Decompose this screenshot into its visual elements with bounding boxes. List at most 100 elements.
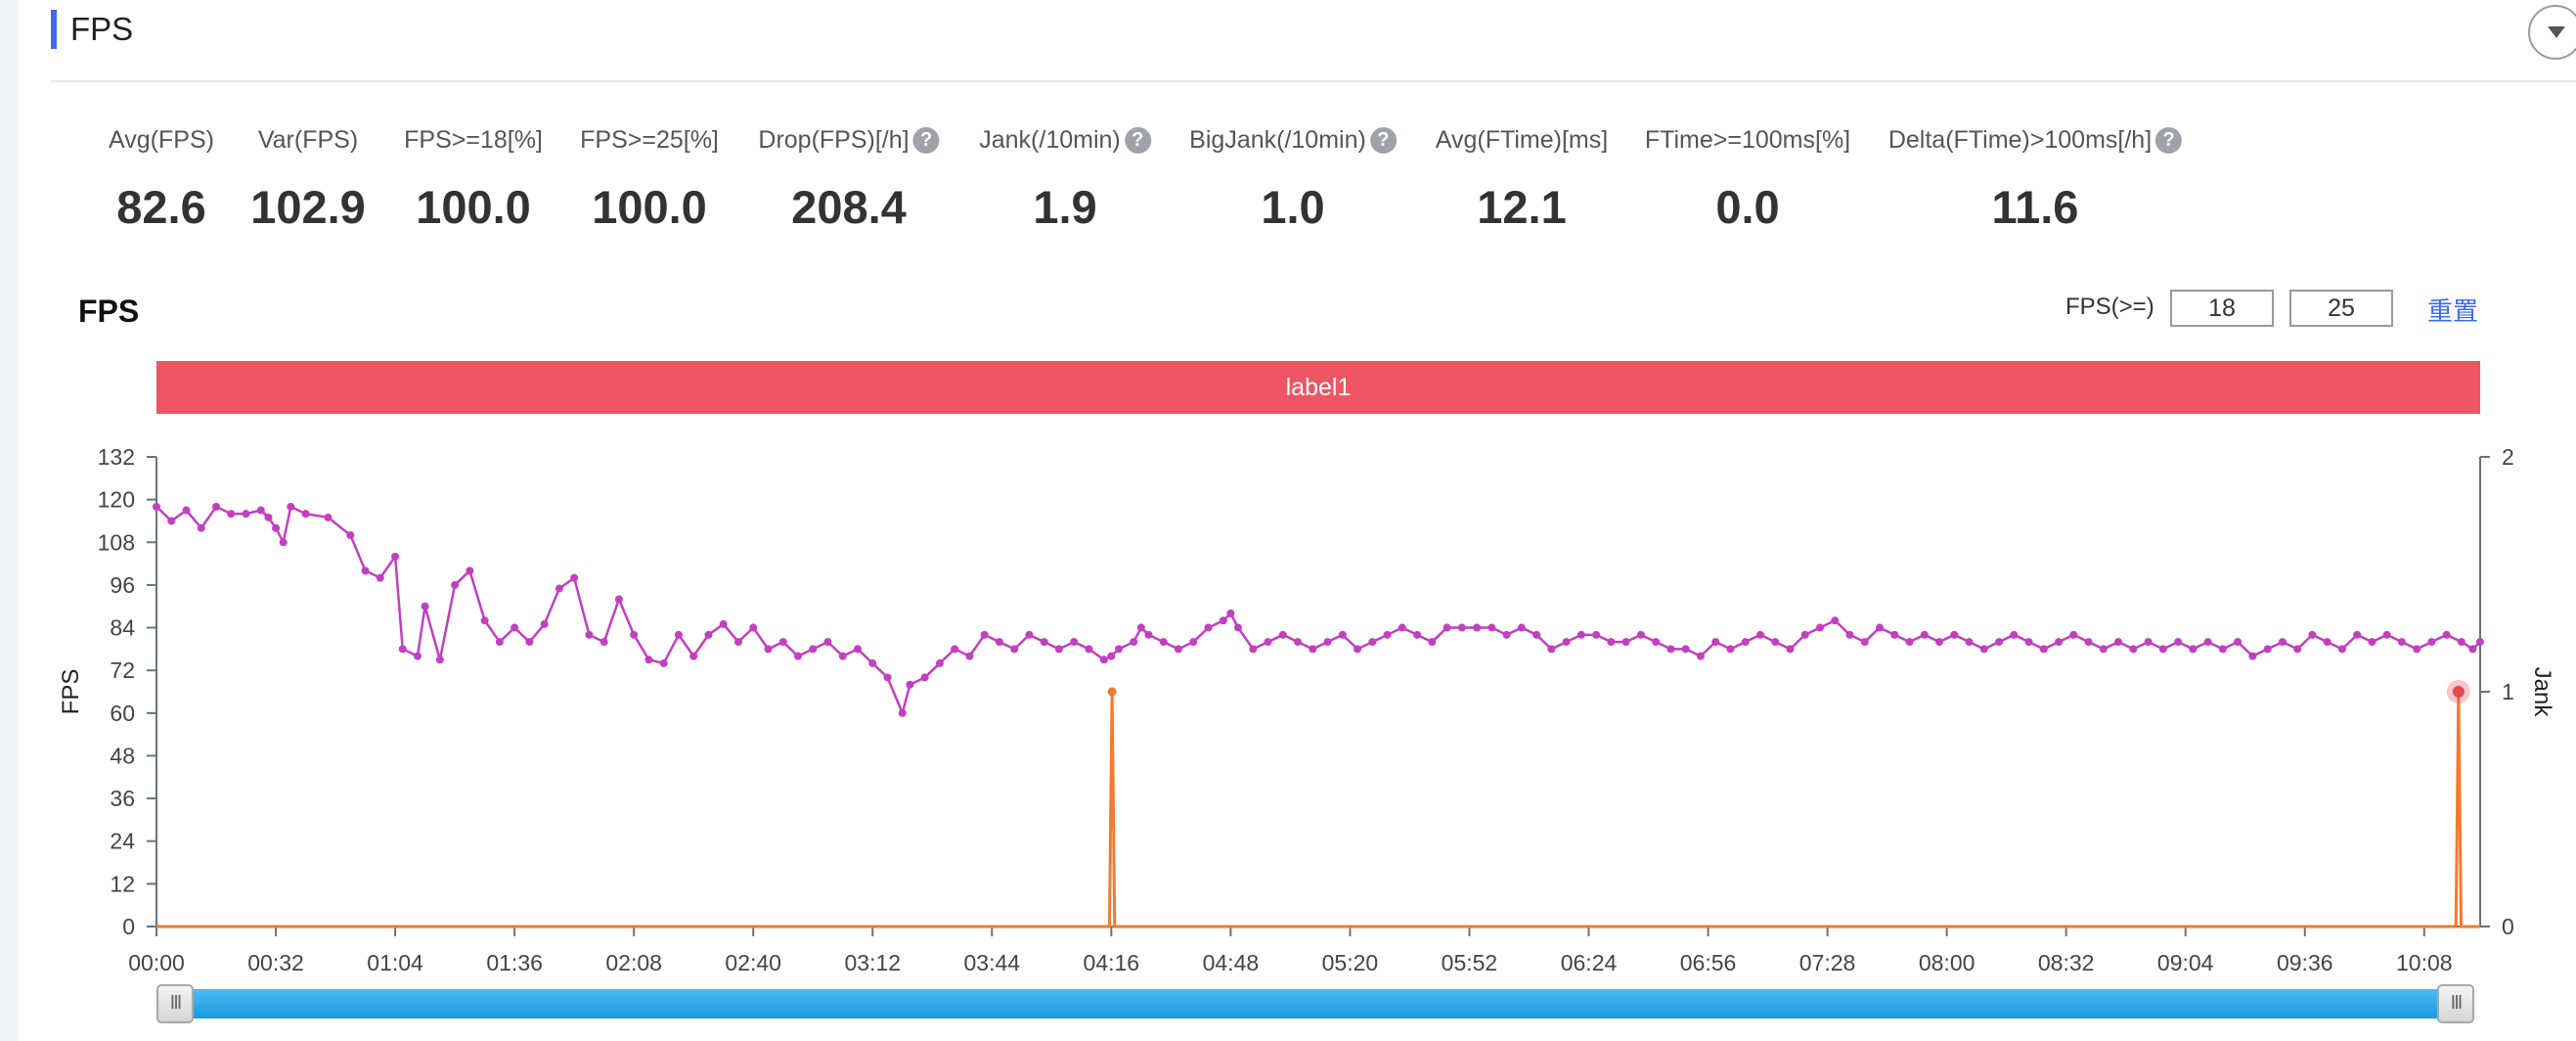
x-tick-label: 05:52: [1442, 950, 1498, 975]
fps-point: [2337, 645, 2346, 654]
fps-point: [361, 566, 370, 575]
fps-point: [1354, 645, 1362, 654]
fps-point: [2129, 645, 2138, 654]
fps-point: [197, 523, 205, 532]
y-tick-label: 72: [110, 657, 135, 683]
fps-threshold-high-input[interactable]: [2289, 290, 2393, 327]
y2-tick-label: 1: [2502, 679, 2514, 704]
metric-label-text: FTime>=100ms[%]: [1644, 126, 1851, 154]
y-tick-label: 12: [110, 871, 135, 896]
help-icon[interactable]: ?: [2155, 126, 2183, 154]
fps-point: [1815, 623, 1824, 632]
fps-point: [1249, 645, 1258, 654]
fps-point: [570, 573, 579, 582]
collapse-button[interactable]: [2528, 5, 2576, 60]
help-icon[interactable]: ?: [1369, 126, 1397, 154]
fps-point: [2457, 638, 2465, 647]
fps-point: [733, 638, 742, 647]
fps-point: [525, 638, 534, 647]
fps-point: [2293, 645, 2302, 654]
fps-point: [749, 623, 758, 632]
metric-label: FTime>=100ms[%]: [1645, 121, 1850, 158]
metric-label-text: FPS>=25[%]: [580, 126, 719, 154]
fps-point: [242, 510, 250, 519]
metric-label: BigJank(/10min)?: [1189, 121, 1397, 158]
zoom-slider-track[interactable]: [171, 989, 2460, 1018]
fps-point: [1890, 630, 1899, 639]
metric-1: Var(FPS) 102.9: [250, 121, 366, 233]
help-icon[interactable]: ?: [912, 126, 940, 154]
fps-point: [935, 658, 944, 667]
fps-point: [167, 517, 176, 525]
metric-3: FPS>=25[%] 100.0: [580, 121, 719, 233]
label-bar[interactable]: label1: [156, 361, 2480, 414]
metric-value: 82.6: [116, 181, 206, 233]
fps-point: [868, 658, 877, 667]
fps-point: [2382, 630, 2391, 639]
x-tick-label: 02:40: [725, 950, 781, 975]
fps-threshold-low-input[interactable]: [2170, 290, 2274, 327]
fps-point: [1309, 645, 1317, 654]
fps-point: [1338, 630, 1347, 639]
x-tick-label: 04:48: [1203, 950, 1260, 975]
fps-point: [1607, 638, 1616, 647]
metric-value: 11.6: [1991, 181, 2079, 233]
fps-point: [1711, 638, 1720, 647]
y-tick-label: 120: [98, 487, 135, 513]
fps-point: [1979, 645, 1988, 654]
fps-point: [1681, 645, 1690, 654]
fps-point: [1786, 645, 1795, 654]
metric-9: Delta(FTime)>100ms[/h]? 11.6: [1888, 121, 2183, 233]
fps-point: [1950, 630, 1959, 639]
fps-point: [719, 619, 728, 628]
x-tick-label: 07:28: [1799, 950, 1856, 975]
fps-point: [809, 645, 818, 654]
fps-point: [995, 638, 1003, 647]
fps-point: [1189, 638, 1198, 647]
fps-point: [2010, 630, 2019, 639]
fps-point: [689, 652, 698, 660]
fps-point: [630, 630, 639, 639]
fps-panel: [19, 0, 2576, 1041]
y-tick-label: 96: [110, 572, 135, 598]
fps-point: [1264, 638, 1272, 647]
metric-label-text: BigJank(/10min): [1189, 126, 1366, 154]
fps-point: [1174, 645, 1182, 654]
y2-axis-title: Jank: [2529, 667, 2555, 718]
fps-point: [1755, 630, 1764, 639]
reset-link[interactable]: 重置: [2427, 296, 2479, 326]
zoom-slider-right-handle[interactable]: III: [2437, 984, 2474, 1023]
fps-point: [704, 630, 713, 639]
x-tick-label: 03:12: [844, 950, 901, 975]
fps-point: [2218, 645, 2227, 654]
fps-point: [793, 652, 802, 660]
fps-point: [2189, 645, 2198, 654]
metric-label: FPS>=25[%]: [580, 121, 719, 158]
x-tick-label: 01:04: [367, 950, 423, 975]
y-tick-label: 36: [110, 786, 135, 811]
fps-point: [1457, 623, 1466, 632]
metric-label: Var(FPS): [258, 121, 358, 158]
fps-point: [2308, 630, 2317, 639]
metric-value: 208.4: [791, 181, 907, 233]
fps-point: [1099, 656, 1108, 664]
fps-point: [1040, 638, 1048, 647]
fps-point: [1934, 638, 1943, 647]
metric-2: FPS>=18[%] 100.0: [404, 121, 543, 233]
fps-point: [1025, 630, 1034, 639]
x-tick-label: 00:00: [128, 950, 185, 975]
fps-point: [1085, 645, 1093, 654]
fps-point: [1010, 645, 1019, 654]
fps-point: [1905, 638, 1914, 647]
fps-point: [1652, 638, 1661, 647]
fps-point: [1443, 623, 1451, 632]
metric-8: FTime>=100ms[%] 0.0: [1645, 121, 1850, 233]
metric-label-text: Avg(FTime)[ms]: [1435, 126, 1609, 154]
fps-point: [1383, 630, 1392, 639]
fps-threshold-label: FPS(>=): [2065, 294, 2154, 320]
help-icon[interactable]: ?: [1124, 126, 1151, 154]
fps-point: [2248, 652, 2257, 660]
zoom-slider-left-handle[interactable]: III: [156, 984, 194, 1023]
x-tick-label: 06:56: [1680, 950, 1737, 975]
